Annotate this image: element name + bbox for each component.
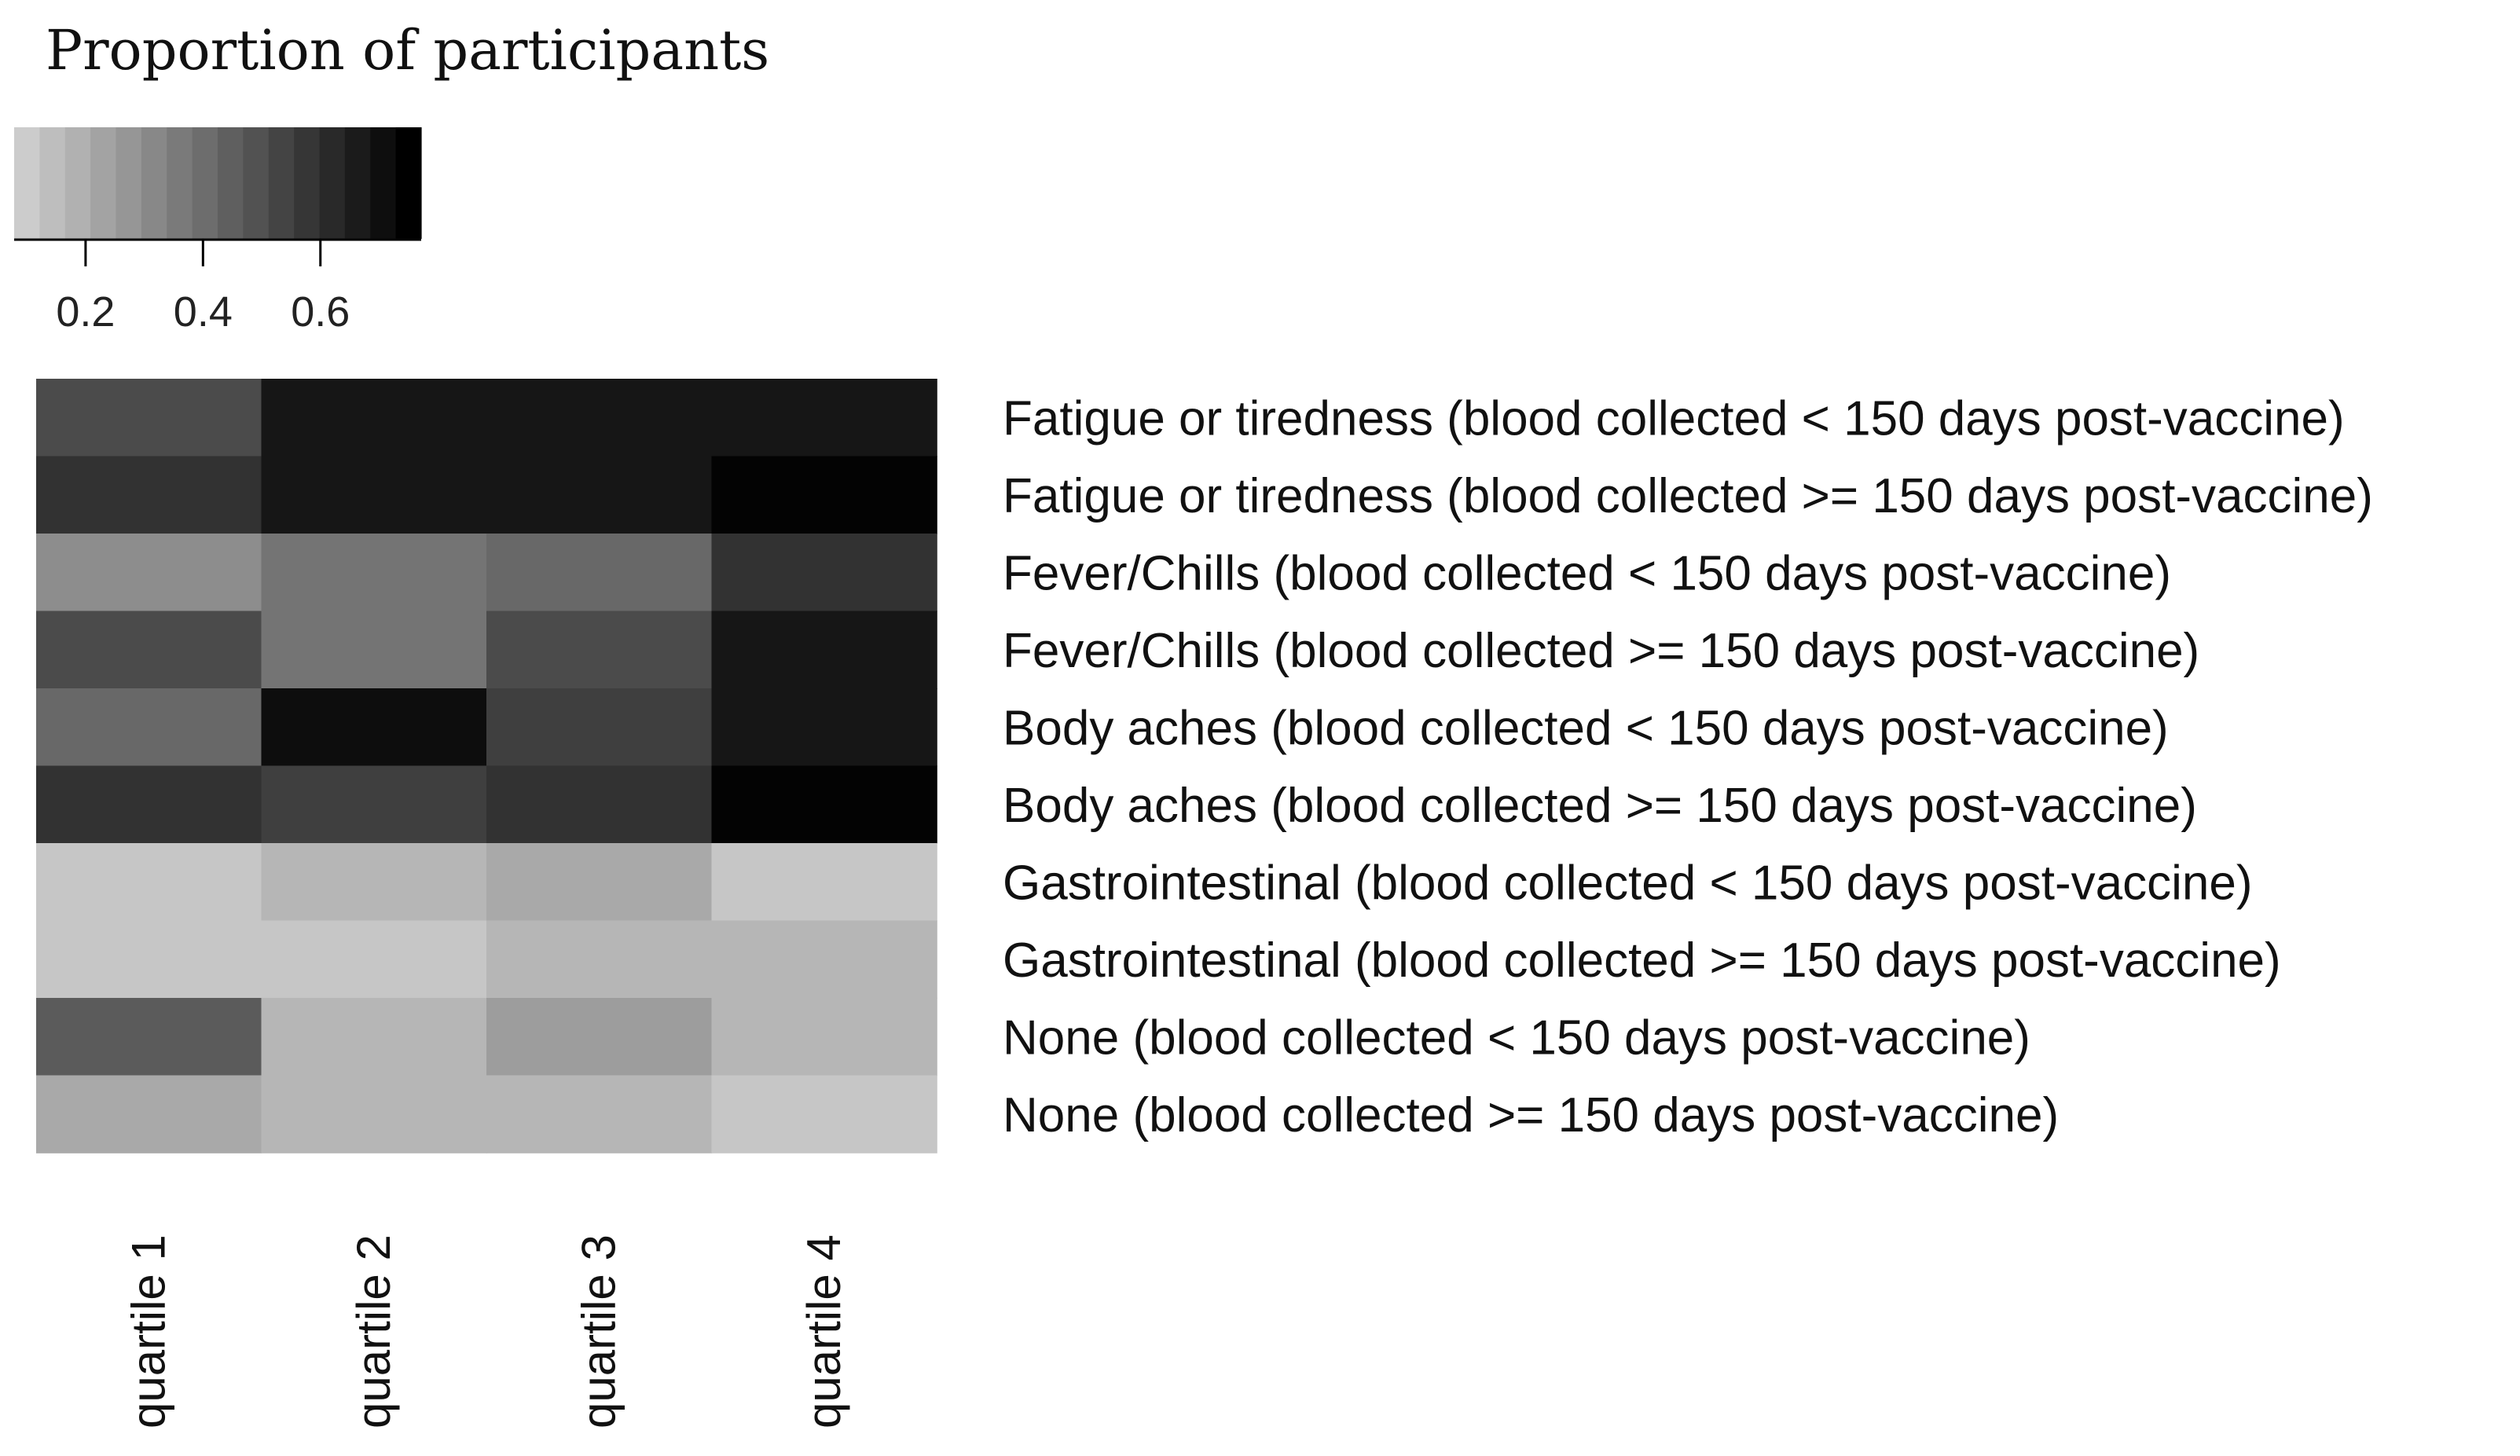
heatmap-cell [711,534,937,612]
legend-swatch [395,127,422,239]
heatmap-cell [261,843,487,922]
legend-swatch [141,127,167,239]
heatmap-cell [486,456,713,534]
heatmap-cell [711,379,937,457]
heatmap-cell [486,379,713,457]
column-labels: quartile 1 quartile 2 quartile 3 quartile 4 [122,1234,850,1428]
row-label: None (blood collected >= 150 days post-v… [1003,1088,2059,1142]
heatmap-cell [711,611,937,689]
legend-swatch [370,127,397,239]
legend-tick-label: 0.4 [174,288,233,336]
row-label: Fatigue or tiredness (blood collected >=… [1003,469,2373,523]
heatmap-cell [261,534,487,612]
row-label: Gastrointestinal (blood collected >= 150… [1003,933,2281,988]
heatmap-cell [36,688,262,767]
heatmap-cells [36,379,937,1153]
legend-swatch [39,127,66,239]
heatmap-cell [261,688,487,767]
heatmap-cell [486,765,713,844]
heatmap-cell [261,920,487,999]
heatmap-cell [711,765,937,844]
heatmap-cell [36,379,262,457]
legend-ticks: 0.2 0.4 0.6 [14,238,421,336]
row-label: Fever/Chills (blood collected >= 150 day… [1003,624,2199,678]
heatmap-cell [36,920,262,999]
legend-swatch [14,127,40,239]
heatmap-cell [36,611,262,689]
legend-swatch [167,127,193,239]
heatmap-cell [36,843,262,922]
column-label: quartile 3 [572,1234,625,1428]
column-label: quartile 2 [347,1234,400,1428]
heatmap-cell [486,920,713,999]
row-label: Fatigue or tiredness (blood collected < … [1003,391,2345,446]
heatmap-cell [261,611,487,689]
heatmap-cell [711,1075,937,1153]
heatmap-cell [486,688,713,767]
heatmap-cell [711,920,937,999]
heatmap-cell [261,456,487,534]
heatmap-cell [36,765,262,844]
legend-swatch [294,127,321,239]
heatmap-cell [261,1075,487,1153]
heatmap-cell [36,998,262,1076]
heatmap-cell [486,1075,713,1153]
heatmap-cell [486,843,713,922]
heatmap-cell [486,534,713,612]
heatmap-cell [711,688,937,767]
legend-title: Proportion of participants [46,18,769,83]
row-label: Body aches (blood collected >= 150 days … [1003,779,2197,833]
heatmap-cell [261,998,487,1076]
legend-swatch [344,127,371,239]
row-label: None (blood collected < 150 days post-va… [1003,1010,2030,1065]
legend-swatch [90,127,117,239]
legend-swatch [192,127,218,239]
heatmap-cell [711,998,937,1076]
heatmap-cell [711,456,937,534]
legend-swatch [64,127,91,239]
legend-tick-label: 0.2 [56,288,115,336]
heatmap-cell [36,534,262,612]
heatmap-cell [261,379,487,457]
heatmap-cell [486,998,713,1076]
heatmap-cell [261,765,487,844]
color-legend [14,127,422,239]
row-label: Gastrointestinal (blood collected < 150 … [1003,856,2252,910]
heatmap-cell [486,611,713,689]
legend-swatch [218,127,244,239]
column-label: quartile 1 [122,1234,174,1428]
heatmap-cell [711,843,937,922]
legend-swatch [268,127,295,239]
legend-swatch [319,127,346,239]
row-labels: Fatigue or tiredness (blood collected < … [1003,391,2373,1142]
row-label: Fever/Chills (blood collected < 150 days… [1003,546,2171,600]
heatmap-cell [36,456,262,534]
heatmap-cell [36,1075,262,1153]
legend-swatch [243,127,270,239]
legend-swatch [116,127,142,239]
column-label: quartile 4 [798,1234,850,1428]
row-label: Body aches (blood collected < 150 days p… [1003,701,2169,755]
legend-tick-label: 0.6 [291,288,350,336]
